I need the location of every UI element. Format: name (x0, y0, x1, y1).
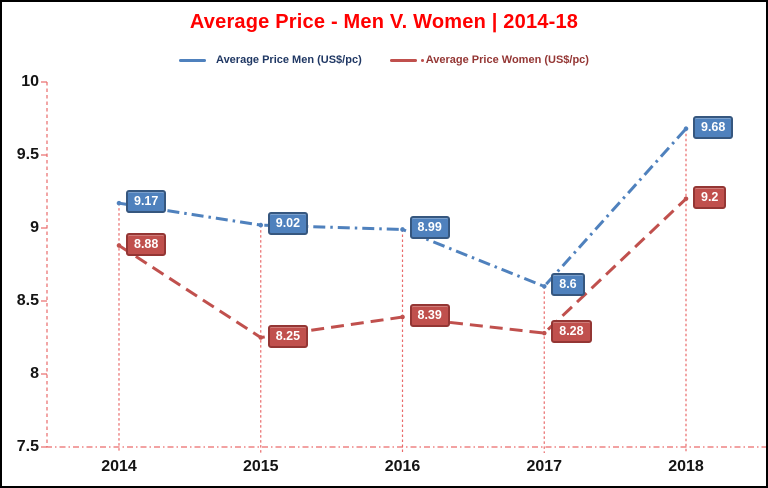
data-point-women-2017 (541, 330, 547, 336)
x-tick-label: 2015 (242, 458, 279, 475)
data-point-women-2015 (258, 335, 264, 340)
x-tick-label: 2014 (101, 458, 137, 475)
x-tick-label: 2017 (526, 458, 563, 475)
data-label-women-2018: 9.2 (693, 185, 727, 209)
data-label-men-2014: 9.17 (126, 190, 167, 214)
legend: Average Price Men (US$/pc) Average Price… (2, 51, 766, 69)
data-point-women-2014 (116, 243, 122, 248)
data-point-men-2014 (116, 200, 122, 206)
y-tick-label: 8 (30, 365, 39, 382)
legend-item-women: Average Price Women (US$/pc) (389, 54, 589, 66)
data-label-men-2015: 9.02 (267, 212, 309, 236)
legend-label-women: Average Price Women (US$/pc) (425, 54, 589, 66)
x-tick-label: 2018 (668, 458, 704, 475)
data-point-men-2015 (258, 222, 264, 228)
data-label-men-2018: 9.68 (693, 115, 734, 139)
data-point-women-2016 (400, 314, 405, 320)
x-tick-label: 2016 (384, 458, 421, 475)
legend-dot-swatch-women-icon (420, 58, 424, 62)
y-tick-label: 9 (30, 219, 39, 236)
data-label-men-2017: 8.6 (551, 273, 585, 297)
series-line-men (118, 127, 688, 289)
data-label-women-2017: 8.28 (551, 320, 592, 344)
y-tick-label: 7.5 (16, 438, 39, 455)
data-point-men-2017 (541, 284, 547, 289)
data-label-women-2014: 8.88 (126, 232, 167, 256)
legend-label-men: Average Price Men (US$/pc) (216, 54, 362, 66)
legend-line-swatch-men-icon (179, 58, 207, 62)
data-label-women-2016: 8.39 (409, 304, 450, 328)
y-tick-label: 8.5 (16, 292, 39, 309)
data-label-women-2015: 8.25 (267, 324, 309, 348)
chart-title: Average Price - Men V. Women | 2014-18 (189, 11, 579, 33)
legend-line-swatch-women-icon (389, 58, 417, 62)
data-label-men-2016: 8.99 (409, 216, 450, 240)
y-tick-label: 9.5 (16, 146, 39, 163)
data-point-women-2018 (683, 196, 689, 202)
data-point-men-2016 (400, 227, 405, 232)
legend-item-men: Average Price Men (US$/pc) (179, 54, 362, 66)
y-tick-label: 10 (21, 73, 39, 90)
data-point-men-2018 (683, 126, 689, 132)
